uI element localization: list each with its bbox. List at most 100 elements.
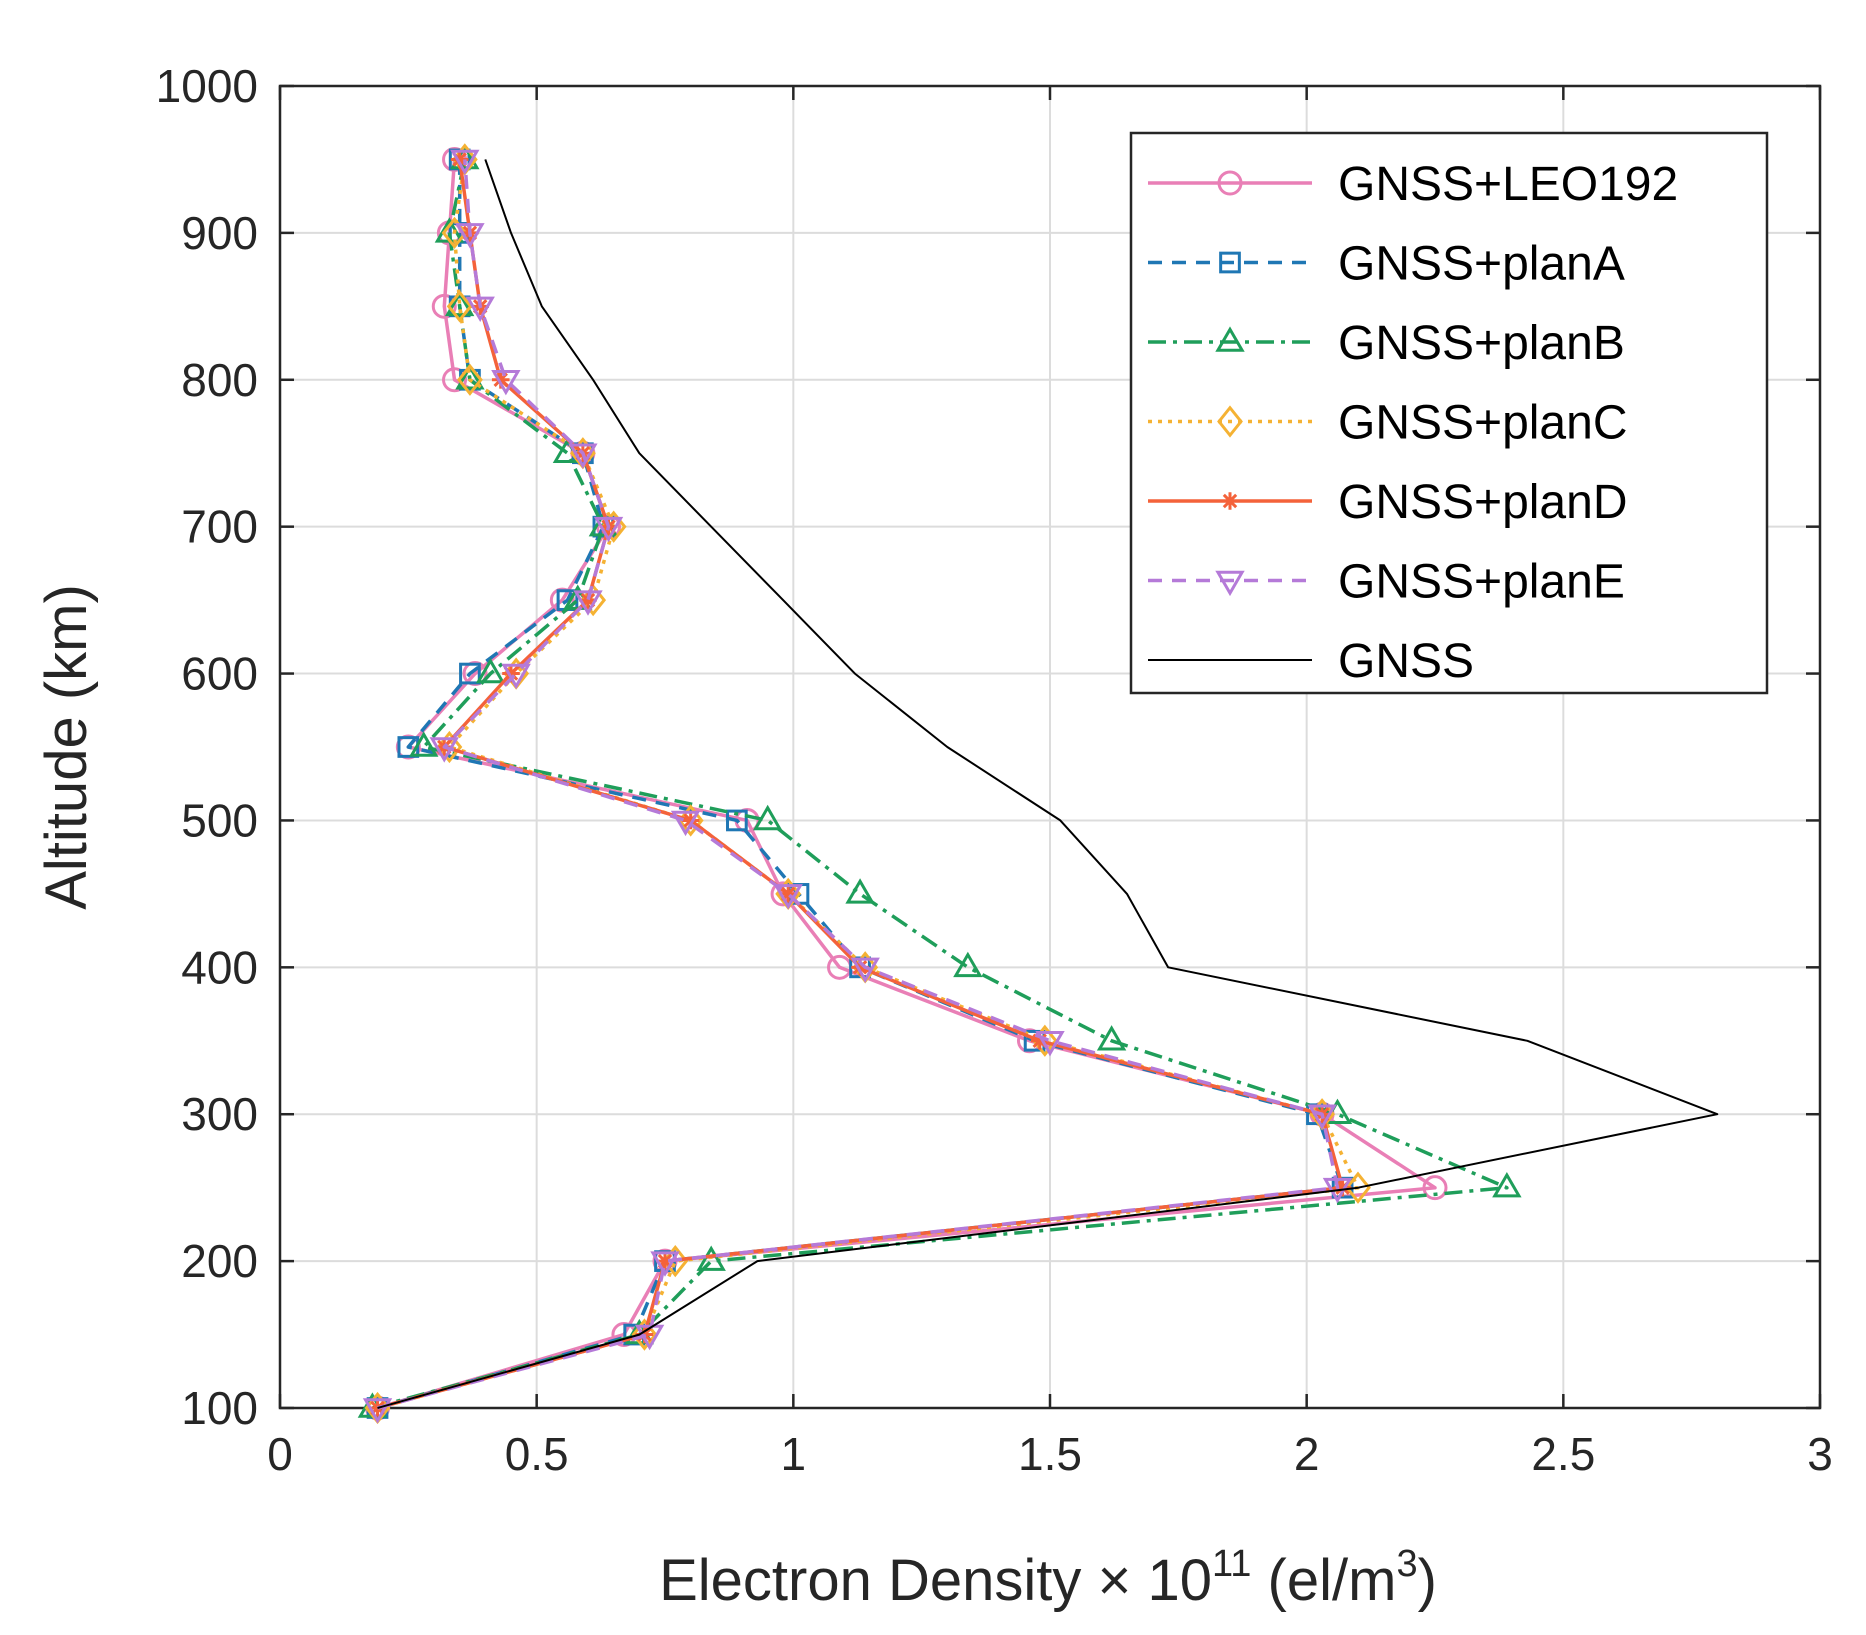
data-point-gnss-planb xyxy=(953,951,983,978)
legend-item-gnss-plane: GNSS+planE xyxy=(1148,556,1625,609)
data-point-gnss-planb xyxy=(752,804,783,831)
legend-label: GNSS xyxy=(1338,635,1474,688)
y-tick-label: 100 xyxy=(181,1382,258,1434)
data-point-gnss-plane xyxy=(491,370,521,396)
data-point-gnss-planc xyxy=(580,583,607,617)
legend-swatch-marker xyxy=(1215,326,1245,352)
data-point-gnss-plane xyxy=(455,223,485,249)
legend-swatch-marker xyxy=(1215,570,1245,597)
legend-item-gnss: GNSS xyxy=(1148,635,1474,688)
series-gnss-plane xyxy=(362,149,1353,1424)
data-point-gnss-pland xyxy=(502,664,520,683)
data-point-gnss-leo192 xyxy=(431,293,457,319)
data-point-gnss-planc xyxy=(436,730,463,764)
series-line-gnss-plane xyxy=(377,159,1340,1410)
x-tick-label: 1 xyxy=(781,1428,807,1480)
series-line-gnss xyxy=(377,159,1719,1409)
data-point-gnss-planb xyxy=(1096,1025,1127,1051)
data-point-gnss-plane xyxy=(1307,1104,1337,1130)
x-axis-title-main: Electron Density × 10 xyxy=(659,1548,1212,1613)
data-point-gnss-plana xyxy=(459,662,481,685)
x-tick-label: 0 xyxy=(267,1428,293,1480)
legend-label: GNSS+planD xyxy=(1338,476,1627,529)
x-axis-title: Electron Density × 1011 (el/m3) xyxy=(659,1543,1437,1613)
data-point-gnss-leo192 xyxy=(1422,1175,1448,1201)
y-tick-label: 600 xyxy=(181,648,258,700)
legend-box xyxy=(1129,131,1769,695)
legend-label: GNSS+planC xyxy=(1338,397,1627,450)
y-tick-label: 900 xyxy=(181,207,258,259)
series-group xyxy=(357,143,1719,1425)
data-point-gnss-planc xyxy=(446,290,473,323)
x-axis-title-exponent: 11 xyxy=(1212,1543,1251,1585)
data-point-gnss-plane xyxy=(501,663,531,690)
y-tick-label: 700 xyxy=(181,501,258,553)
data-point-gnss-leo192 xyxy=(462,661,488,687)
data-point-gnss-plane xyxy=(850,957,880,983)
data-point-gnss-pland xyxy=(579,591,597,609)
axis-ticks: 0 0.5 1 1.5 2 2.5 3 100 200 300 400 500 600 700 800 900… xyxy=(156,60,1833,1480)
y-tick-label: 200 xyxy=(181,1235,258,1287)
data-point-gnss-plane xyxy=(773,884,803,910)
y-axis-title: Altitude (km) xyxy=(34,584,99,910)
legend-swatch-marker xyxy=(1219,251,1241,274)
data-point-gnss-planb xyxy=(1492,1172,1522,1198)
data-point-gnss-plane xyxy=(429,737,459,763)
data-point-gnss-plane xyxy=(568,443,598,469)
data-point-gnss-pland xyxy=(681,811,700,830)
x-tick-label: 1.5 xyxy=(1018,1428,1082,1480)
data-point-gnss-pland xyxy=(851,958,869,977)
legend-item-gnss-pland: GNSS+planD xyxy=(1148,476,1627,529)
y-tick-label: 500 xyxy=(181,794,258,846)
y-tick-label: 800 xyxy=(181,354,258,406)
legend-item-gnss-leo192: GNSS+LEO192 xyxy=(1148,158,1678,211)
data-point-gnss-planb xyxy=(845,878,875,904)
legend-item-gnss-planb: GNSS+planB xyxy=(1148,317,1625,370)
series-gnss xyxy=(377,159,1719,1409)
legend-label: GNSS+LEO192 xyxy=(1338,158,1678,211)
data-point-gnss-planb xyxy=(475,657,506,684)
data-point-gnss-planb xyxy=(455,364,485,390)
data-point-gnss-planb xyxy=(696,1245,726,1271)
data-point-gnss-pland xyxy=(450,150,469,169)
x-tick-label: 2.5 xyxy=(1531,1428,1595,1480)
data-point-gnss-plane xyxy=(593,516,624,543)
legend-swatch-marker xyxy=(1221,492,1239,510)
data-point-gnss-pland xyxy=(656,1252,674,1270)
data-point-gnss-pland xyxy=(779,885,797,903)
legend-item-gnss-plana: GNSS+planA xyxy=(1148,238,1625,291)
legend-label: GNSS+planA xyxy=(1338,238,1625,291)
data-point-gnss-planc xyxy=(441,216,468,250)
x-axis-title-close: ) xyxy=(1418,1548,1437,1613)
data-point-gnss-pland xyxy=(491,370,510,389)
x-tick-label: 3 xyxy=(1807,1428,1833,1480)
data-point-gnss-plane xyxy=(573,590,603,616)
data-point-gnss-planc xyxy=(457,363,483,396)
data-point-gnss-planc xyxy=(677,804,704,837)
legend: GNSS+LEO192 GNSS+planA GNSS+planB GNSS+plan… xyxy=(1129,131,1769,695)
y-tick-label: 300 xyxy=(181,1088,258,1140)
data-point-gnss-planc xyxy=(631,1318,658,1351)
legend-swatch-marker xyxy=(1217,405,1243,438)
data-point-gnss-pland xyxy=(1333,1178,1352,1197)
y-tick-label: 1000 xyxy=(156,60,258,112)
data-point-gnss-planb xyxy=(409,731,439,757)
data-point-gnss-pland xyxy=(1030,1031,1049,1050)
data-point-gnss-plane xyxy=(362,1398,393,1424)
data-point-gnss-planc xyxy=(1345,1171,1371,1204)
data-point-gnss-plana xyxy=(726,809,748,832)
legend-label: GNSS+planE xyxy=(1338,556,1625,609)
legend-label: GNSS+planB xyxy=(1338,317,1625,370)
data-point-gnss-leo192 xyxy=(442,367,468,393)
data-point-gnss-plane xyxy=(670,810,701,837)
data-point-gnss-plane xyxy=(634,1324,665,1351)
data-point-gnss-plane xyxy=(650,1251,680,1277)
x-tick-label: 0.5 xyxy=(505,1428,569,1480)
data-point-gnss-plane xyxy=(465,296,495,322)
data-point-gnss-plane xyxy=(1035,1031,1065,1057)
legend-item-gnss-planc: GNSS+planC xyxy=(1148,397,1627,450)
x-axis-title-unit-exponent: 3 xyxy=(1396,1543,1417,1585)
data-point-gnss-leo192 xyxy=(395,734,421,760)
data-point-gnss-planb xyxy=(444,290,475,317)
